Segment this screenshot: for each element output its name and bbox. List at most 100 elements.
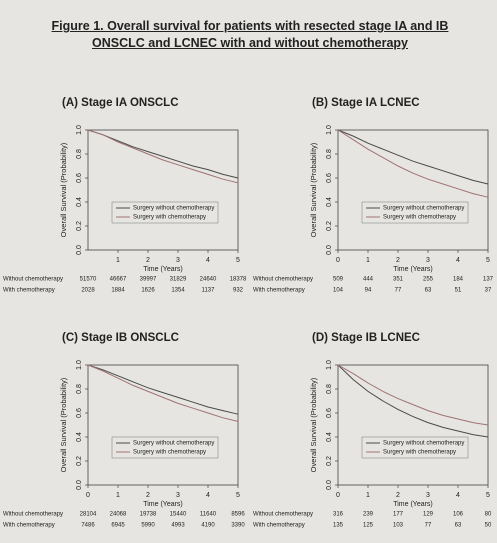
risk-count: 4190 <box>201 523 215 529</box>
y-tick-label: 0.4 <box>326 432 333 442</box>
y-tick-label: 1.0 <box>326 125 333 135</box>
chart-panel: (A) Stage IA ONSCLC Overall Survival (Pro… <box>3 97 247 294</box>
survival-line <box>87 364 239 415</box>
x-axis-label: Time (Years) <box>393 266 433 273</box>
x-axis-label: Time (Years) <box>143 501 183 508</box>
legend-label: Surgery without chemotherapy <box>133 206 214 212</box>
legend-label: Surgery with chemotherapy <box>383 215 456 221</box>
x-tick-label: 2 <box>396 257 400 264</box>
y-tick-label: 0.0 <box>76 245 83 255</box>
risk-count: 1626 <box>141 288 155 294</box>
legend-label: Surgery without chemotherapy <box>383 441 464 447</box>
risk-count: 50 <box>485 523 492 529</box>
y-tick-label: 0.0 <box>326 245 333 255</box>
y-axis-label: Overall Survival (Probability) <box>309 142 318 237</box>
risk-row-label: Without chemotherapy <box>253 277 313 283</box>
risk-count: 18378 <box>230 277 247 283</box>
x-axis-label: Time (Years) <box>143 266 183 273</box>
risk-count: 15440 <box>170 512 187 518</box>
risk-count: 316 <box>333 512 344 518</box>
y-tick-label: 0.6 <box>326 408 333 418</box>
risk-row-label: With chemotherapy <box>253 523 305 529</box>
risk-row-label: With chemotherapy <box>3 288 55 294</box>
legend-label: Surgery with chemotherapy <box>133 450 206 456</box>
x-tick-label: 2 <box>146 257 150 264</box>
risk-count: 184 <box>453 277 464 283</box>
risk-count: 31829 <box>170 277 187 283</box>
risk-count: 11640 <box>200 512 217 518</box>
risk-count: 63 <box>455 523 462 529</box>
risk-count: 7486 <box>81 523 95 529</box>
risk-count: 6945 <box>111 523 125 529</box>
x-tick-label: 0 <box>336 492 340 499</box>
x-tick-label: 4 <box>206 492 210 499</box>
y-tick-label: 0.4 <box>76 432 83 442</box>
plot-frame <box>87 364 239 486</box>
risk-count: 509 <box>333 277 344 283</box>
x-tick-label: 3 <box>426 492 430 499</box>
risk-count: 177 <box>393 512 404 518</box>
risk-count: 77 <box>425 523 432 529</box>
y-tick-label: 0.2 <box>76 221 83 231</box>
x-tick-label: 0 <box>336 257 340 264</box>
survival-line <box>87 129 239 179</box>
risk-count: 28104 <box>80 512 97 518</box>
risk-row-label: Without chemotherapy <box>3 277 63 283</box>
risk-count: 39997 <box>140 277 157 283</box>
risk-count: 104 <box>333 288 344 294</box>
risk-count: 444 <box>363 277 374 283</box>
y-tick-label: 0.0 <box>76 480 83 490</box>
risk-count: 137 <box>483 277 494 283</box>
x-axis-label: Time (Years) <box>393 501 433 508</box>
risk-count: 8596 <box>231 512 245 518</box>
y-tick-label: 0.8 <box>76 384 83 394</box>
chart-panel: (B) Stage IA LCNEC Overall Survival (Prob… <box>253 97 494 294</box>
y-tick-label: 0.2 <box>326 221 333 231</box>
chart-title: (D) Stage IB LCNEC <box>312 332 420 344</box>
y-tick-label: 0.2 <box>326 456 333 466</box>
x-tick-label: 3 <box>426 257 430 264</box>
risk-row-label: With chemotherapy <box>3 523 55 529</box>
legend-box <box>361 436 469 459</box>
x-tick-label: 3 <box>176 492 180 499</box>
risk-count: 51570 <box>80 277 97 283</box>
x-tick-label: 0 <box>86 492 90 499</box>
x-tick-label: 5 <box>486 492 490 499</box>
y-tick-label: 0.4 <box>326 197 333 207</box>
risk-count: 46667 <box>110 277 127 283</box>
y-tick-label: 0.6 <box>76 408 83 418</box>
y-tick-label: 0.2 <box>76 456 83 466</box>
y-tick-label: 0.4 <box>76 197 83 207</box>
y-tick-label: 0.0 <box>326 480 333 490</box>
x-tick-label: 5 <box>236 492 240 499</box>
risk-count: 3390 <box>231 523 245 529</box>
risk-count: 37 <box>485 288 492 294</box>
chart-title: (B) Stage IA LCNEC <box>312 97 420 109</box>
x-tick-label: 1 <box>116 257 120 264</box>
chart-panel: (C) Stage IB ONSCLC Overall Survival (Pro… <box>3 332 245 529</box>
risk-count: 4993 <box>171 523 185 529</box>
y-axis-label: Overall Survival (Probability) <box>59 142 68 237</box>
survival-line <box>87 129 239 184</box>
survival-line <box>87 364 239 422</box>
risk-count: 239 <box>363 512 374 518</box>
legend-label: Surgery with chemotherapy <box>383 450 456 456</box>
x-tick-label: 1 <box>366 257 370 264</box>
x-tick-label: 4 <box>456 492 460 499</box>
chart-title: (A) Stage IA ONSCLC <box>62 97 179 109</box>
risk-count: 129 <box>423 512 434 518</box>
legend-label: Surgery with chemotherapy <box>133 215 206 221</box>
survival-line <box>337 364 489 426</box>
y-axis-label: Overall Survival (Probability) <box>309 377 318 472</box>
risk-count: 51 <box>455 288 462 294</box>
y-tick-label: 1.0 <box>326 360 333 370</box>
risk-row-label: Without chemotherapy <box>3 512 63 518</box>
figure-title-box: Figure 1. Overall survival for patients … <box>52 19 449 50</box>
risk-count: 135 <box>333 523 344 529</box>
risk-count: 103 <box>393 523 404 529</box>
risk-count: 1137 <box>202 288 216 294</box>
risk-count: 24068 <box>110 512 127 518</box>
